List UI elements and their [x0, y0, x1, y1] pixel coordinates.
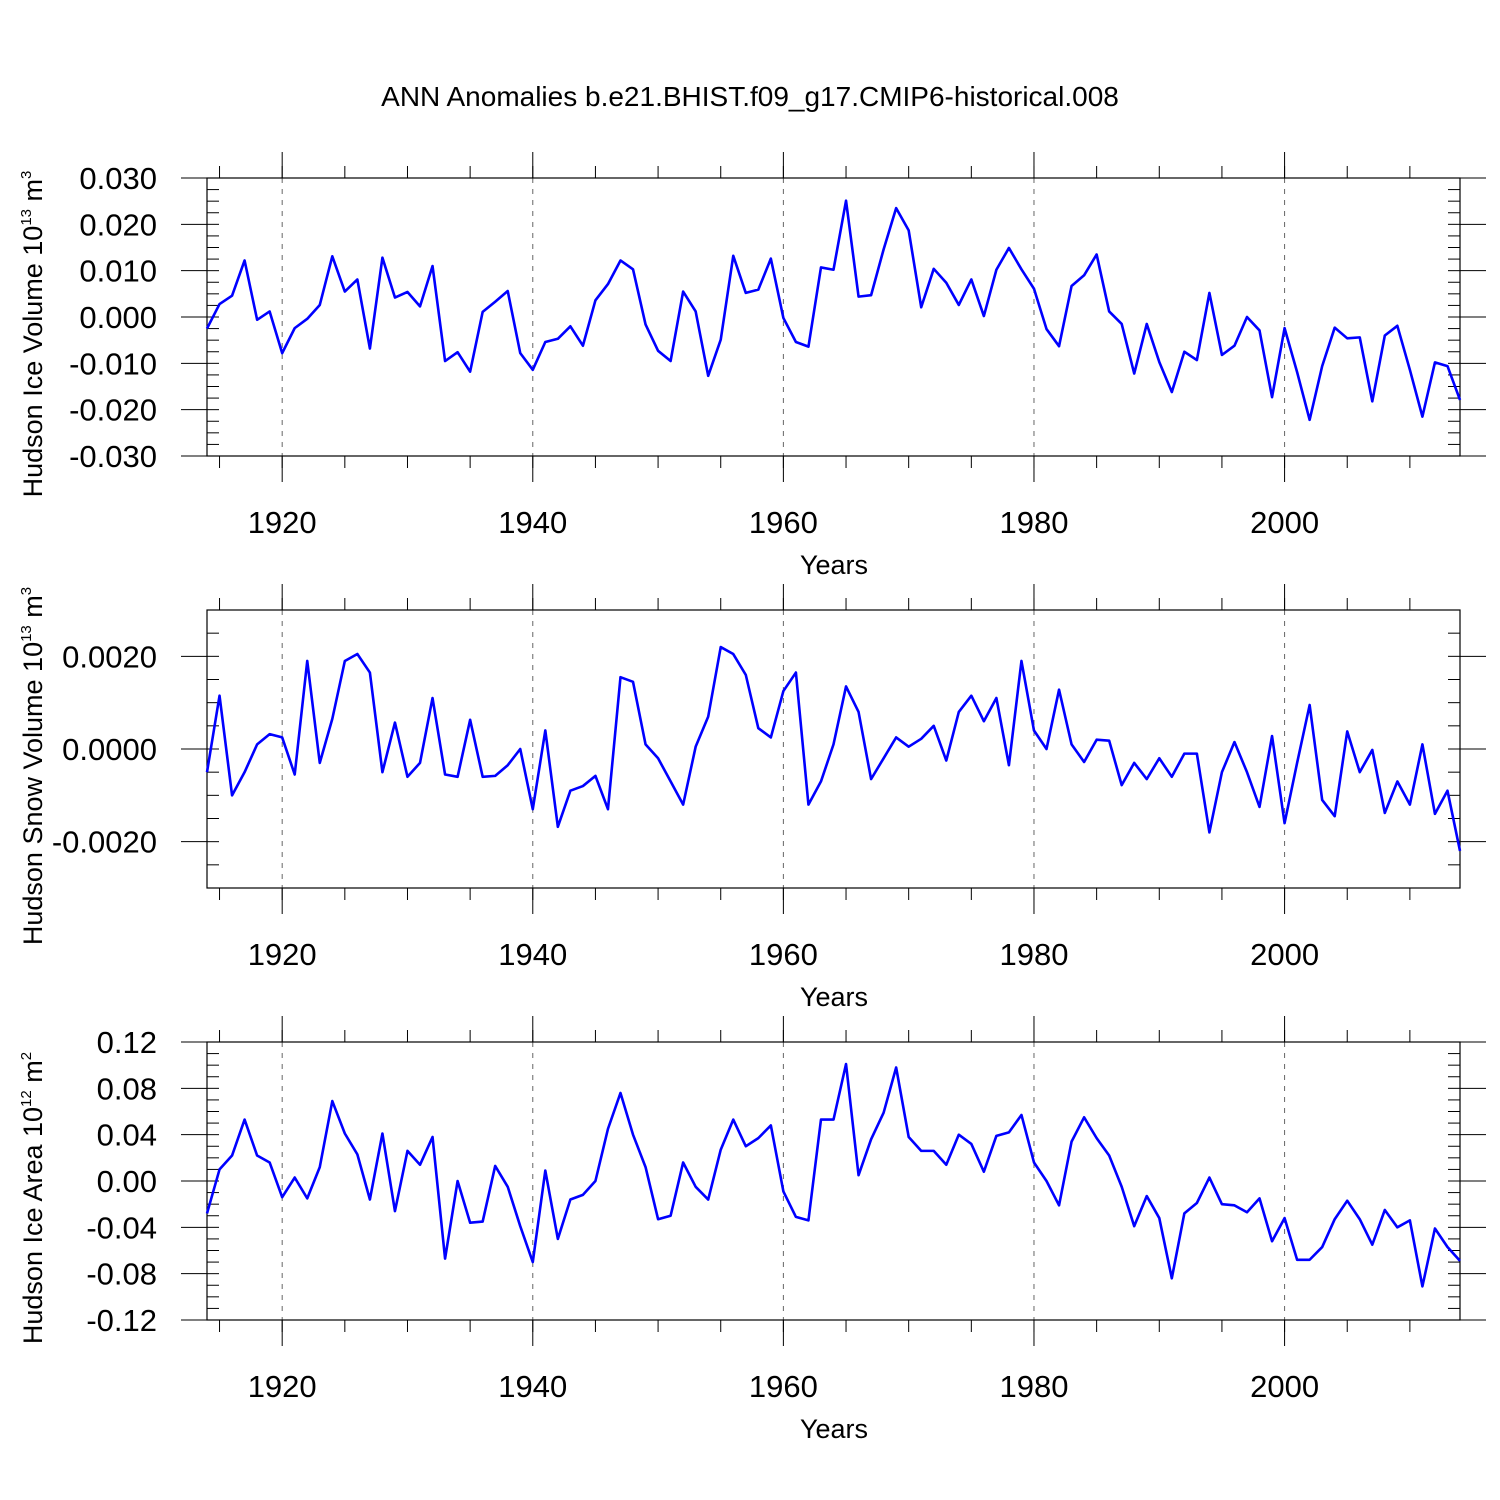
y-axis-label: Hudson Snow Volume 1013 m3: [18, 587, 48, 945]
y-tick-label: 0.04: [97, 1118, 157, 1153]
x-tick-label: 1980: [999, 937, 1068, 972]
y-tick-label: 0.020: [79, 207, 157, 242]
plot-frame: [206, 609, 1461, 889]
x-tick-label: 1960: [749, 1369, 818, 1404]
x-tick-label: 1920: [248, 937, 317, 972]
x-axis-label: Years: [800, 1414, 868, 1444]
y-tick-label: -0.08: [86, 1257, 157, 1292]
y-tick-label: 0.030: [79, 161, 157, 196]
y-axis-label-unit: m: [18, 595, 48, 625]
x-tick-label: 1920: [248, 505, 317, 540]
y-tick-label: -0.030: [69, 439, 157, 474]
series-line-snow-volume: [205, 645, 1462, 852]
y-axis-label-exponent: 13: [18, 209, 35, 226]
y-tick-label: 0.12: [97, 1025, 157, 1060]
plot-frame: [206, 177, 1461, 457]
plot-frame: [206, 1041, 1461, 1321]
y-axis-label-exponent: 13: [18, 625, 35, 642]
x-tick-label: 2000: [1250, 1369, 1319, 1404]
x-axis-label: Years: [800, 982, 868, 1012]
y-axis-label-unit-exponent: 2: [18, 1052, 35, 1060]
y-axis-label-unit-exponent: 3: [18, 171, 35, 179]
y-tick-label: -0.0020: [52, 825, 157, 860]
y-axis-label-unit: m: [18, 1060, 48, 1090]
y-tick-label: 0.00: [97, 1164, 157, 1199]
y-axis-label-unit: m: [18, 179, 48, 209]
x-tick-label: 1980: [999, 1369, 1068, 1404]
x-tick-label: 1920: [248, 1369, 317, 1404]
x-tick-label: 1960: [749, 937, 818, 972]
y-tick-label: -0.12: [86, 1303, 157, 1338]
x-tick-label: 2000: [1250, 505, 1319, 540]
y-tick-label: 0.0000: [62, 732, 157, 767]
x-tick-label: 1940: [498, 937, 567, 972]
y-tick-label: 0.0020: [62, 639, 157, 674]
y-axis-label: Hudson Ice Area 1012 m2: [18, 1052, 48, 1344]
y-axis-label-exponent: 12: [18, 1090, 35, 1107]
panel-snow-volume: -0.0020 0.0000 0.0020 1920 1940 1960 1980 2000 Y…: [18, 584, 1486, 1012]
y-axis-label-main: Hudson Snow Volume 10: [18, 642, 48, 945]
y-tick-label: 0.010: [79, 254, 157, 289]
x-tick-label: 1960: [749, 505, 818, 540]
y-tick-label: 0.08: [97, 1071, 157, 1106]
y-tick-label: 0.000: [79, 300, 157, 335]
x-tick-label: 1940: [498, 1369, 567, 1404]
x-axis-label: Years: [800, 550, 868, 580]
y-axis-label-unit-exponent: 3: [18, 587, 35, 595]
x-tick-label: 2000: [1250, 937, 1319, 972]
panel-ice-volume: -0.030 -0.020 -0.010 0.000 0.010 0.020 0.030 19…: [18, 152, 1486, 580]
y-axis-label: Hudson Ice Volume 1013 m3: [18, 171, 48, 498]
y-tick-label: -0.020: [69, 393, 157, 428]
y-axis-label-main: Hudson Ice Area 10: [18, 1107, 48, 1344]
series-line-ice-area: [205, 1062, 1461, 1288]
y-axis-label-main: Hudson Ice Volume 10: [18, 226, 48, 498]
figure-title: ANN Anomalies b.e21.BHIST.f09_g17.CMIP6-…: [381, 81, 1119, 112]
x-tick-label: 1940: [498, 505, 567, 540]
y-tick-label: -0.04: [86, 1210, 157, 1245]
x-tick-label: 1980: [999, 505, 1068, 540]
series-line-ice-volume: [205, 199, 1462, 422]
panel-ice-area: -0.12 -0.08 -0.04 0.00 0.04 0.08 0.12 1920 1940 1…: [18, 1016, 1486, 1444]
y-tick-label: -0.010: [69, 346, 157, 381]
